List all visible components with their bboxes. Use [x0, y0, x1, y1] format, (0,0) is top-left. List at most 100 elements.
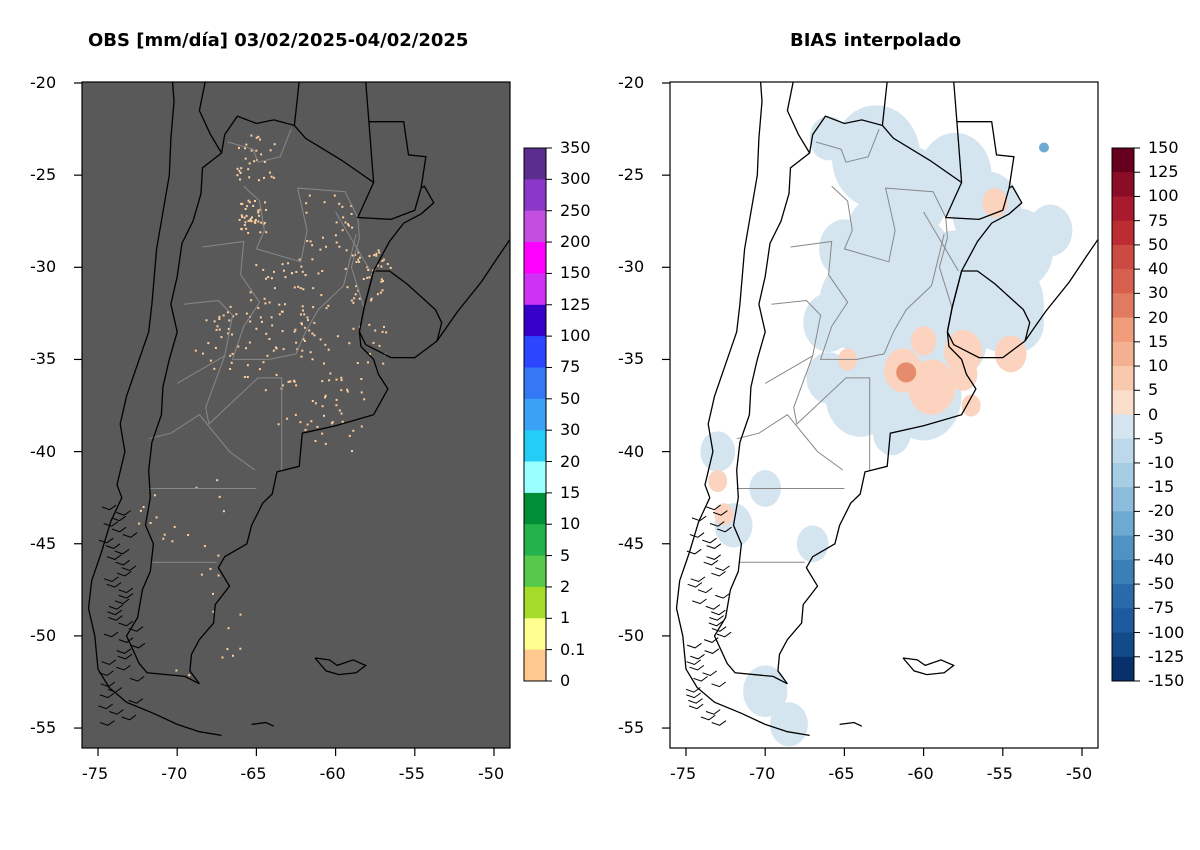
- station-point: [311, 244, 314, 247]
- station-point: [239, 178, 241, 181]
- station-point: [382, 258, 385, 261]
- left-x-tick-label: -60: [319, 764, 346, 783]
- border-line: [368, 121, 427, 189]
- obs-colorbar-label: 200: [560, 232, 591, 252]
- station-point: [381, 289, 384, 292]
- bias-positive-peak: [896, 362, 917, 383]
- bias-colorbar-label: 0: [1148, 404, 1159, 424]
- station-point: [380, 265, 383, 268]
- station-point: [244, 157, 247, 160]
- station-point: [260, 221, 263, 224]
- right-x-tick-label: -65: [828, 764, 855, 783]
- station-point: [220, 336, 223, 339]
- station-point: [214, 346, 217, 349]
- station-point: [245, 143, 248, 146]
- station-point: [235, 313, 238, 316]
- station-point: [352, 327, 355, 330]
- station-point: [379, 291, 382, 294]
- bias-colorbar-label: -100: [1148, 622, 1185, 642]
- obs-colorbar-label: 15: [560, 482, 581, 502]
- station-point: [273, 143, 276, 146]
- obs-colorbar-label: 75: [560, 357, 581, 377]
- station-point: [202, 352, 204, 355]
- station-point: [370, 299, 373, 302]
- fjord-island: [689, 664, 705, 671]
- border-line: [839, 721, 863, 727]
- station-point: [358, 297, 361, 300]
- station-point: [229, 305, 232, 308]
- station-point: [246, 364, 249, 367]
- fjord-island: [715, 593, 730, 599]
- station-point: [265, 209, 267, 211]
- station-point: [381, 330, 384, 333]
- station-point: [270, 175, 273, 178]
- colorbar-swatch: [1112, 196, 1134, 222]
- station-point: [311, 332, 314, 335]
- station-point: [213, 320, 216, 323]
- station-point: [270, 316, 273, 319]
- station-point: [246, 205, 249, 208]
- station-point: [309, 351, 312, 354]
- station-point: [375, 252, 378, 255]
- bias-colorbar-label: 10: [1148, 356, 1169, 376]
- station-point: [171, 540, 174, 543]
- station-point: [368, 276, 371, 279]
- station-point: [341, 420, 344, 423]
- colorbar-swatch: [1112, 608, 1134, 633]
- station-point: [369, 353, 371, 355]
- colorbar-swatch: [1112, 293, 1134, 319]
- station-point: [376, 293, 379, 296]
- fjord-island: [121, 565, 137, 572]
- station-point: [295, 341, 298, 344]
- province-boundary: [176, 299, 234, 384]
- colorbar-swatch: [524, 304, 546, 337]
- colorbar-swatch: [1112, 148, 1134, 173]
- station-point: [294, 328, 297, 331]
- fjord-island: [99, 692, 115, 699]
- bias-negative-area: [796, 525, 829, 563]
- fjord-island: [693, 675, 708, 682]
- station-point: [207, 342, 210, 345]
- station-point: [286, 417, 289, 420]
- station-point: [382, 362, 385, 365]
- station-point: [295, 384, 298, 387]
- station-point: [255, 264, 258, 267]
- left-y-tick-label: -40: [30, 441, 57, 461]
- station-point: [239, 613, 242, 616]
- station-point: [368, 255, 371, 258]
- fjord-island: [99, 720, 115, 726]
- left-x-tick-label: -70: [161, 764, 188, 783]
- province-boundary: [202, 233, 357, 360]
- station-point: [299, 421, 302, 424]
- bias-colorbar-label: 40: [1148, 259, 1169, 279]
- station-point: [231, 333, 233, 336]
- fjord-island: [106, 554, 122, 560]
- fjord-island: [108, 615, 123, 621]
- fjord-island: [98, 537, 114, 544]
- station-point: [299, 287, 302, 290]
- province-boundary: [938, 217, 953, 308]
- obs-colorbar-label: 2: [560, 576, 571, 596]
- border-line: [777, 331, 977, 685]
- right-y-tick-label: -25: [618, 165, 645, 185]
- station-point: [289, 380, 292, 383]
- province-boundary: [736, 414, 844, 471]
- station-point: [205, 319, 208, 322]
- station-point: [367, 361, 369, 364]
- station-point: [320, 294, 323, 297]
- bias-colorbar-label: -15: [1148, 477, 1175, 497]
- station-point: [254, 221, 257, 224]
- station-point: [300, 265, 303, 268]
- station-point: [250, 299, 253, 302]
- station-point: [236, 174, 239, 177]
- station-point: [297, 285, 300, 288]
- station-point: [273, 270, 275, 273]
- fjord-island: [703, 637, 719, 643]
- station-point: [257, 306, 260, 309]
- station-point: [155, 516, 158, 519]
- right-x-tick-label: -55: [986, 764, 1013, 783]
- station-points: [138, 134, 392, 677]
- station-point: [139, 509, 142, 512]
- station-point: [335, 221, 338, 224]
- station-point: [291, 272, 294, 275]
